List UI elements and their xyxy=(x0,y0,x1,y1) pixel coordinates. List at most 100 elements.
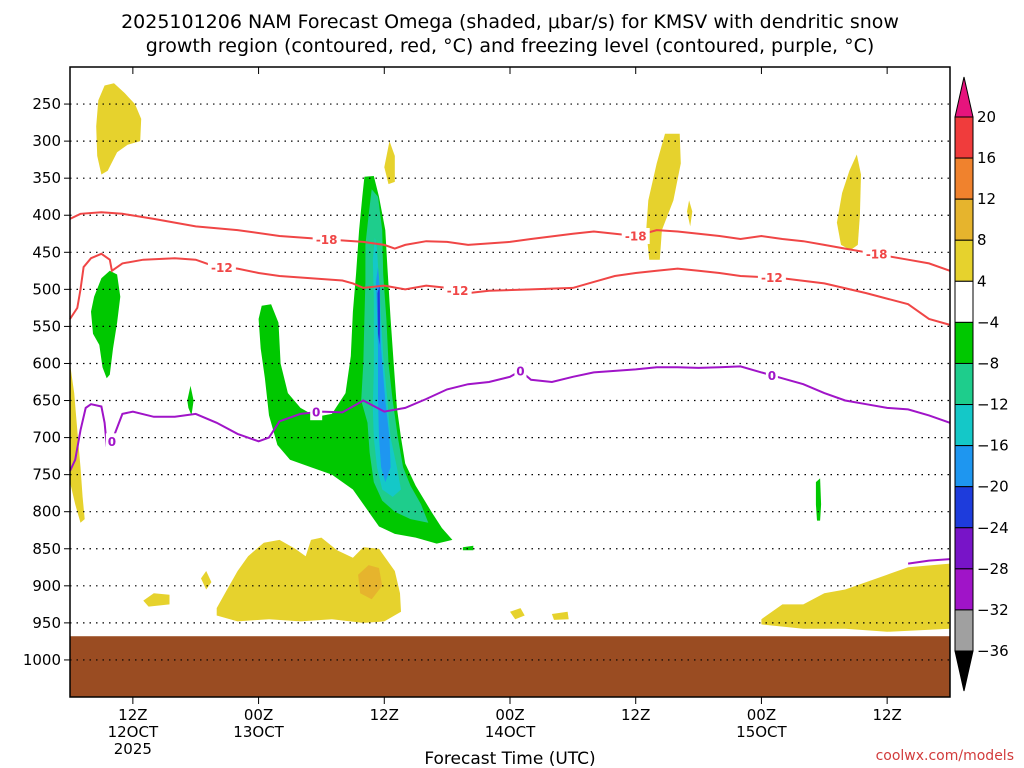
colorbar-bin-12 xyxy=(954,609,974,652)
colorbar-bin-6 xyxy=(954,362,974,406)
y-tick-label-250: 250 xyxy=(32,95,61,113)
freezing-level-contour-label-bg-2 xyxy=(514,362,527,379)
dgz-minus12-contour-label-bg-0 xyxy=(207,259,236,276)
colorbar-bin-2 xyxy=(954,198,974,241)
omega-area-9 xyxy=(646,133,681,260)
y-tick-label-750: 750 xyxy=(32,466,61,484)
freezing-level-contour-label-3: 0 xyxy=(768,369,776,383)
colorbar-label-7: −12 xyxy=(977,396,1009,414)
colorbar-bin-7 xyxy=(954,404,974,447)
x-tick-label-6-1: 12Z xyxy=(872,706,901,724)
freezing-level-contour-label-bg-1 xyxy=(310,404,323,421)
x-tick-label-3-1: 00Z xyxy=(495,706,524,724)
colorbar-bin-0 xyxy=(954,116,974,159)
omega-area-19 xyxy=(377,285,381,345)
colorbar-bin-10 xyxy=(954,527,974,570)
omega-area-2 xyxy=(216,537,401,623)
y-tick-label-900: 900 xyxy=(32,577,61,595)
omega-area-13 xyxy=(91,270,121,379)
y-tick-label-800: 800 xyxy=(32,503,61,521)
colorbar-bin-3 xyxy=(954,239,974,282)
y-tick-label-700: 700 xyxy=(32,429,61,447)
colorbar-bin-11 xyxy=(954,568,974,611)
omega-area-21 xyxy=(815,478,822,521)
freezing-level-contour-label-bg-3 xyxy=(765,367,778,384)
terrain-fill xyxy=(70,636,950,697)
colorbar-label-9: −20 xyxy=(977,478,1009,496)
x-tick-label-2-1: 12Z xyxy=(370,706,399,724)
omega-area-20 xyxy=(462,545,474,551)
dgz-minus18-contour-line xyxy=(69,211,951,272)
x-tick-label-4-1: 12Z xyxy=(621,706,650,724)
omega-area-12 xyxy=(761,563,950,632)
dgz-minus18-contour-label-bg-0 xyxy=(312,231,341,248)
colorbar-label-1: 16 xyxy=(977,149,996,167)
dgz-minus12-contour-label-2: -12 xyxy=(761,271,783,285)
y-tick-label-650: 650 xyxy=(32,392,61,410)
y-tick-label-400: 400 xyxy=(32,206,61,224)
omega-area-10 xyxy=(687,200,693,227)
dgz-minus18-contour-label-2: -18 xyxy=(866,248,888,262)
dgz-minus12-contour-label-bg-2 xyxy=(757,269,786,286)
freezing-level-contour-label-2: 0 xyxy=(516,364,524,378)
colorbar-label-2: 12 xyxy=(977,190,996,208)
x-tick-label-0-2: 12OCT xyxy=(108,723,159,741)
contour-layer: -18 -18 -18 -12 -12 -12 0 0 0 0 xyxy=(69,211,951,565)
colorbar-bin-5 xyxy=(954,321,974,364)
chart-title-line-2: growth region (contoured, red, °C) and f… xyxy=(146,35,875,57)
x-tick-label-0-3: 2025 xyxy=(114,740,152,758)
y-tick-label-950: 950 xyxy=(32,614,61,632)
colorbar-label-6: −8 xyxy=(977,354,999,372)
x-tick-label-1-2: 13OCT xyxy=(233,723,284,741)
colorbar-label-12: −32 xyxy=(977,601,1009,619)
y-tick-label-1000: 1000 xyxy=(23,651,61,669)
plot-area xyxy=(70,67,950,697)
x-tick-label-5-1: 00Z xyxy=(747,706,776,724)
dgz-minus18-contour-label-1: -18 xyxy=(625,229,647,243)
colorbar-label-13: −36 xyxy=(977,642,1009,660)
omega-colorbar: 20 16 12 8 4 −4 −8 −12 −16 −20 −24 −28 −32 −36 xyxy=(954,76,1009,692)
y-tick-label-850: 850 xyxy=(32,540,61,558)
colorbar-bin-4 xyxy=(954,280,974,323)
dgz-minus18-contour-label-bg-2 xyxy=(862,246,891,263)
freezing-level-contour-label-0: 0 xyxy=(108,435,116,449)
colorbar-over-arrow xyxy=(954,76,974,118)
colorbar-label-10: −24 xyxy=(977,519,1009,537)
colorbar-bin-8 xyxy=(954,445,974,488)
omega-area-11 xyxy=(836,154,861,251)
colorbar-bin-9 xyxy=(954,486,974,529)
x-tick-label-5-2: 15OCT xyxy=(736,723,787,741)
dgz-minus12-contour-label-0: -12 xyxy=(211,261,233,275)
dgz-minus18-contour-label-bg-1 xyxy=(621,227,650,244)
freezing-level-contour-label-1: 0 xyxy=(312,406,320,420)
x-tick-label-1-1: 00Z xyxy=(244,706,273,724)
x-tick-label-0-1: 12Z xyxy=(118,706,147,724)
y-tick-label-350: 350 xyxy=(32,169,61,187)
omega-area-7 xyxy=(551,611,569,620)
pressure-axis: 250 300 350 400 450 500 550 600 650 700 750 800 850 9… xyxy=(23,95,70,669)
plot-frame xyxy=(69,66,951,698)
omega-area-4 xyxy=(143,593,170,607)
dgz-minus12-contour-label-1: -12 xyxy=(447,284,469,298)
omega-area-0 xyxy=(96,83,142,175)
source-credit: coolwx.com/models xyxy=(876,748,1014,764)
omega-area-14 xyxy=(187,385,194,416)
y-tick-label-550: 550 xyxy=(32,317,61,335)
colorbar-label-8: −16 xyxy=(977,437,1009,455)
dgz-minus12-contour-line xyxy=(69,252,951,326)
chart-title-line-1: 2025101206 NAM Forecast Omega (shaded, μ… xyxy=(121,11,899,33)
omega-area-5 xyxy=(201,571,212,590)
omega-area-8 xyxy=(384,141,395,185)
dgz-minus18-contour-label-0: -18 xyxy=(316,233,338,247)
freezing-level-contour-2-line xyxy=(907,558,951,565)
x-axis-label: Forecast Time (UTC) xyxy=(424,749,595,768)
colorbar-label-4: 4 xyxy=(977,272,987,290)
omega-area-3 xyxy=(358,565,383,600)
dgz-minus12-contour-label-bg-1 xyxy=(443,282,472,299)
freezing-level-contour-label-bg-0 xyxy=(105,433,118,450)
omega-shading-layer xyxy=(70,83,950,632)
colorbar-label-0: 20 xyxy=(977,108,996,126)
colorbar-bin-1 xyxy=(954,157,974,200)
